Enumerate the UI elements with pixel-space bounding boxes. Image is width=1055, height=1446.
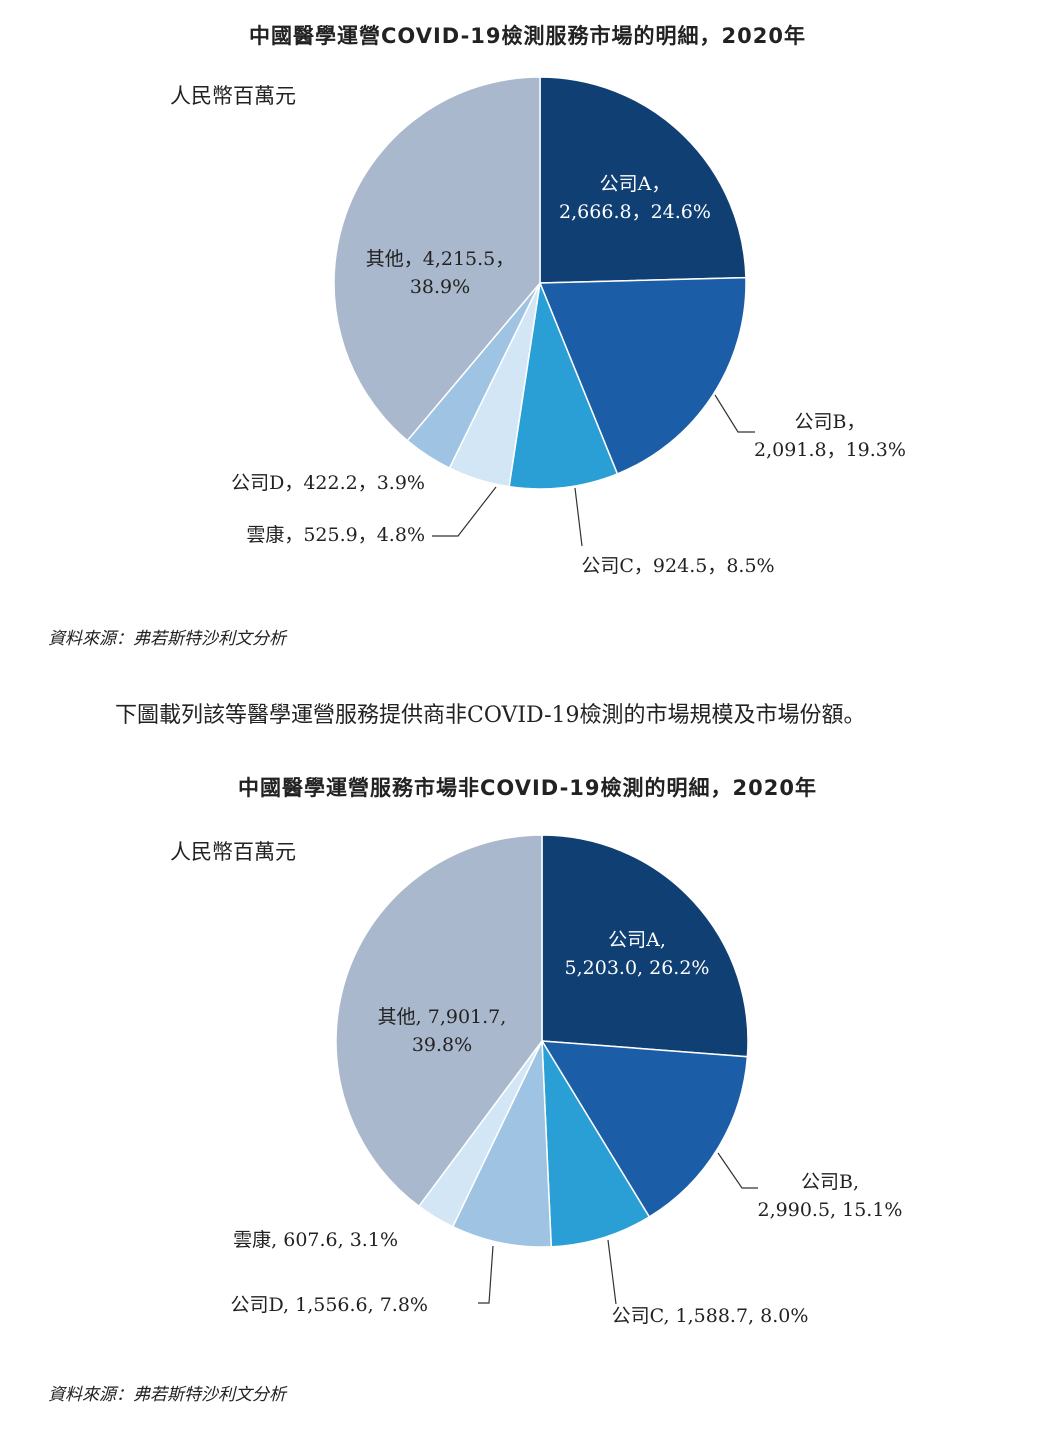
leader-line-company-c — [574, 487, 583, 547]
data-label-others: 其他，4,215.5， — [366, 248, 515, 270]
pie-slice-company-c — [508, 280, 619, 490]
data-label-company-d: 公司D，422.2，3.9% — [231, 472, 425, 494]
pie-slice-others — [333, 76, 541, 442]
chart1-pie: 公司A， 2,666.8，24.6% 公司B， 2,091.8，19.3% 公司C，92… — [231, 76, 906, 577]
intro-paragraph: 下圖載列該等醫學運營服務提供商非COVID-19檢測的市場規模及市場份額。 — [115, 703, 866, 728]
data-label-others: 其他, 7,901.7, — [378, 1006, 507, 1028]
chart1-source: 資料來源：弗若斯特沙利文分析 — [48, 629, 286, 649]
chart2-unit-label: 人民幣百萬元 — [170, 840, 296, 864]
data-label-company-b: 2,091.8，19.3% — [754, 439, 906, 461]
chart1-title: 中國醫學運營COVID-19檢測服務市場的明細，2020年 — [249, 24, 806, 48]
pie-slice-company-a — [541, 834, 749, 1058]
pie-slice-company-a — [539, 76, 747, 284]
pie-slice-company-d — [451, 1040, 553, 1248]
data-label-company-b: 公司B, — [801, 1171, 859, 1193]
data-label-company-a: 公司A， — [600, 173, 671, 195]
data-label-company-a: 公司A, — [608, 929, 666, 951]
data-label-others: 38.9% — [410, 276, 470, 298]
data-label-others: 39.8% — [412, 1034, 472, 1056]
data-label-company-c: 公司C, 1,588.7, 8.0% — [612, 1305, 809, 1327]
leader-line-yunkang — [432, 486, 497, 537]
data-label-company-b: 公司B， — [795, 411, 866, 433]
data-label-company-c: 公司C，924.5，8.5% — [581, 555, 774, 577]
data-label-company-d: 公司D, 1,556.6, 7.8% — [230, 1294, 428, 1316]
leader-line-company-b — [717, 1152, 758, 1189]
chart2-title: 中國醫學運營服務市場非COVID-19檢測的明細，2020年 — [238, 776, 817, 800]
pie-slice-company-b — [538, 276, 747, 475]
pie-slice-others — [335, 834, 543, 1208]
leader-line-company-c — [607, 1239, 617, 1305]
data-label-company-b: 2,990.5, 15.1% — [758, 1199, 903, 1221]
data-label-company-a: 5,203.0, 26.2% — [565, 957, 710, 979]
pie-slice-company-b — [540, 1040, 749, 1218]
leader-line-company-b — [714, 394, 755, 433]
leader-line-company-d — [478, 1245, 494, 1304]
chart1-unit-label: 人民幣百萬元 — [170, 84, 296, 108]
chart2-pie: 公司A, 5,203.0, 26.2% 公司B, 2,990.5, 15.1% 公司C,… — [230, 834, 903, 1327]
chart2-source: 資料來源：弗若斯特沙利文分析 — [48, 1385, 286, 1405]
data-label-company-a: 2,666.8，24.6% — [559, 201, 711, 223]
data-label-yunkang: 雲康, 607.6, 3.1% — [233, 1229, 398, 1251]
pie-slice-company-c — [541, 1040, 651, 1248]
data-label-yunkang: 雲康，525.9，4.8% — [246, 524, 425, 546]
